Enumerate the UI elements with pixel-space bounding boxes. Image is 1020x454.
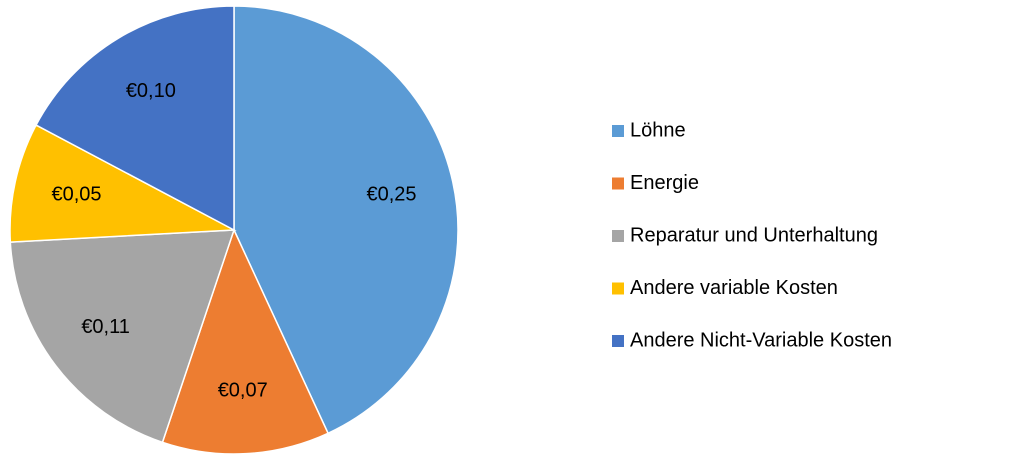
pie-slice [9,124,237,243]
legend-label: Energie [630,172,699,194]
data-label: €0,25 [366,184,416,206]
legend-swatch [612,335,624,347]
legend-swatch [612,125,624,137]
data-label: €0,10 [126,80,176,102]
data-label: €0,07 [218,379,268,401]
legend-label: Andere Nicht-Variable Kosten [630,329,892,351]
legend-label: Reparatur und Unterhaltung [630,224,878,246]
pie-slice [9,229,236,444]
legend-swatch [612,177,624,190]
legend-swatch [612,230,624,242]
data-label: €0,11 [81,316,130,338]
legend-label: Löhne [630,119,686,141]
pie-slice [233,5,459,435]
legend-swatch [612,282,624,295]
pie-slice [35,5,235,232]
legend-label: Andere variable Kosten [630,277,838,299]
data-label: €0,05 [51,184,101,206]
